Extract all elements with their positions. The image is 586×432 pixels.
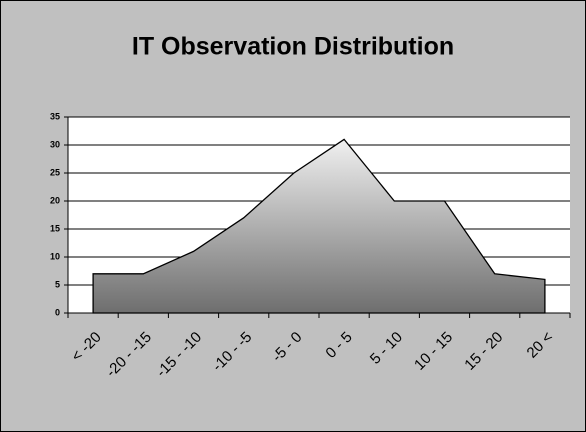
y-tick-label: 35 bbox=[50, 111, 60, 121]
chart-title: IT Observation Distribution bbox=[132, 33, 454, 61]
y-tick-label: 20 bbox=[50, 195, 60, 205]
y-tick-label: 5 bbox=[55, 279, 60, 289]
y-tick-label: 30 bbox=[50, 139, 60, 149]
y-tick-label: 0 bbox=[55, 307, 60, 317]
y-tick-label: 10 bbox=[50, 251, 60, 261]
y-tick-label: 25 bbox=[50, 167, 60, 177]
area bbox=[92, 138, 546, 314]
y-tick-label: 15 bbox=[50, 223, 60, 233]
